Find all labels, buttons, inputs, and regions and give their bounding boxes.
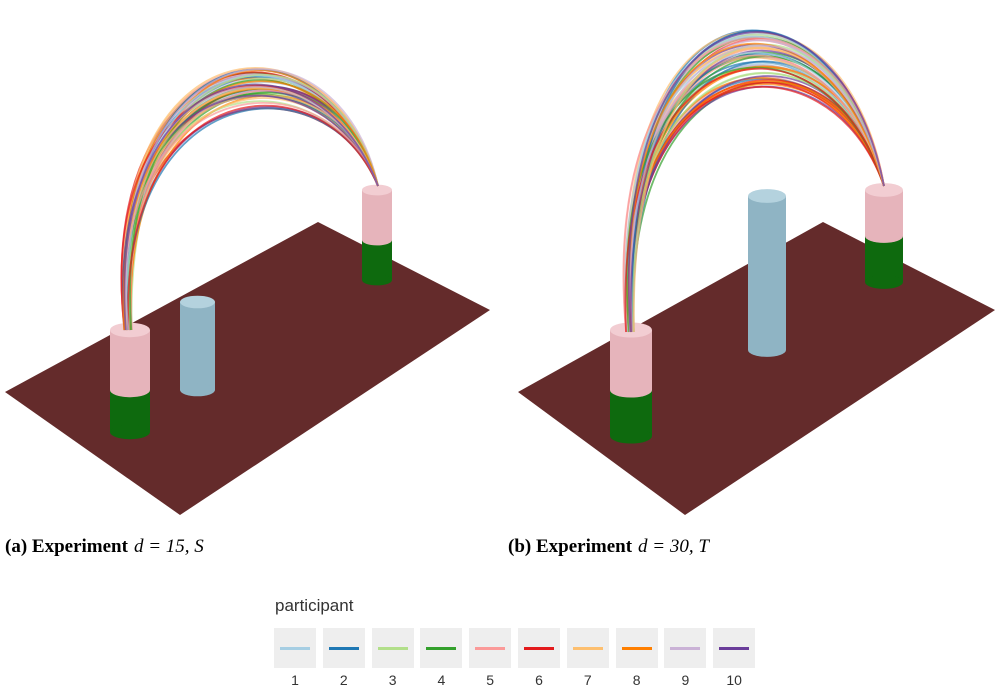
cylinder-base bbox=[610, 428, 652, 444]
legend-swatch bbox=[420, 628, 463, 668]
legend-swatch bbox=[664, 628, 707, 668]
trajectory bbox=[123, 83, 379, 331]
trajectory bbox=[122, 67, 379, 331]
legend-label: 3 bbox=[388, 672, 397, 688]
cylinder-body bbox=[865, 236, 903, 282]
cylinder-base bbox=[110, 382, 150, 398]
cylinder-body bbox=[865, 190, 903, 236]
legend-line bbox=[524, 647, 554, 650]
cylinder-base bbox=[610, 382, 652, 398]
legend-line bbox=[426, 647, 457, 650]
cylinder-top bbox=[362, 184, 392, 196]
legend-label: 1 bbox=[291, 672, 299, 688]
cylinder-base bbox=[865, 229, 903, 243]
caption-text: Experiment bbox=[535, 536, 633, 557]
caption-math: d = 30, T bbox=[638, 536, 709, 557]
floor-plane bbox=[5, 222, 490, 515]
legend-swatch bbox=[713, 628, 756, 668]
legend-swatch bbox=[274, 628, 316, 668]
legend-label: 5 bbox=[486, 672, 495, 688]
legend-line bbox=[280, 647, 310, 650]
legend-swatch bbox=[371, 628, 414, 668]
trajectory bbox=[624, 51, 885, 333]
cylinder-body bbox=[180, 302, 215, 390]
legend-title: participant bbox=[275, 596, 354, 615]
legend-label: 6 bbox=[535, 672, 543, 688]
caption: (a) Experiment d = 15, S bbox=[5, 536, 204, 558]
legend-label: 4 bbox=[437, 672, 446, 688]
trajectory bbox=[129, 79, 379, 331]
cylinder-body bbox=[610, 390, 652, 436]
cylinder-base bbox=[180, 383, 215, 397]
cylinder-top bbox=[865, 183, 903, 197]
legend-line bbox=[719, 647, 750, 650]
cylinder-top bbox=[180, 295, 215, 309]
trajectory bbox=[127, 104, 379, 331]
cylinder-body bbox=[362, 190, 392, 240]
legend-label: 2 bbox=[339, 672, 348, 688]
cylinder-body bbox=[610, 330, 652, 390]
trajectory bbox=[122, 94, 379, 331]
legend-swatch bbox=[469, 628, 512, 668]
scene bbox=[5, 29, 995, 515]
cylinder-body bbox=[362, 240, 392, 280]
cylinder-base bbox=[748, 343, 786, 357]
cylinder-base bbox=[362, 234, 392, 246]
legend-label: 10 bbox=[726, 672, 742, 688]
caption-text: Experiment bbox=[31, 536, 128, 557]
legend-swatch bbox=[566, 628, 609, 668]
legend-line bbox=[377, 647, 408, 650]
trajectory bbox=[628, 44, 885, 333]
cylinder-top bbox=[748, 189, 786, 203]
legend-swatch bbox=[518, 628, 560, 668]
cylinder-base bbox=[110, 424, 150, 440]
trajectory bbox=[628, 31, 885, 333]
caption-math: d = 15, S bbox=[133, 536, 204, 557]
cylinder-body bbox=[110, 330, 150, 390]
cylinder-base bbox=[865, 275, 903, 289]
cylinder-base bbox=[362, 274, 392, 286]
legend-swatch bbox=[322, 628, 365, 668]
legend-label: 7 bbox=[583, 672, 592, 688]
legend-line bbox=[621, 647, 652, 650]
legend-line bbox=[670, 647, 701, 650]
trajectory bbox=[123, 102, 379, 331]
caption-label: (b) bbox=[508, 536, 532, 557]
legend-line bbox=[475, 647, 506, 650]
legend-label: 8 bbox=[632, 672, 641, 688]
trajectory bbox=[628, 42, 885, 333]
trajectory bbox=[629, 54, 885, 333]
legend-swatch bbox=[615, 628, 658, 668]
trajectory bbox=[622, 37, 885, 333]
caption-label: (a) bbox=[5, 536, 28, 557]
legend-label: 9 bbox=[681, 672, 690, 688]
legend-line bbox=[328, 647, 359, 650]
caption: (b) Experiment d = 30, T bbox=[508, 536, 709, 558]
legend-line bbox=[572, 647, 603, 650]
cylinder-body bbox=[748, 196, 786, 350]
